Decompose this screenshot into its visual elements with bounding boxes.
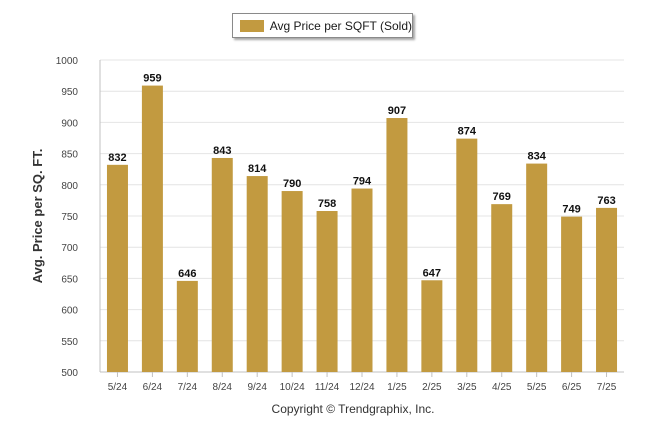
data-label: 749 <box>562 204 580 216</box>
bar <box>526 163 548 372</box>
bar <box>176 280 198 372</box>
copyright-text: Copyright © Trendgraphix, Inc. <box>271 402 435 416</box>
bar <box>491 204 513 372</box>
x-tick-label: 12/24 <box>349 382 374 393</box>
y-tick-label: 800 <box>61 181 78 192</box>
bar <box>386 118 408 372</box>
bar <box>351 188 373 372</box>
x-tick-label: 7/24 <box>178 382 198 393</box>
y-tick-label: 550 <box>61 337 78 348</box>
bar <box>421 280 443 372</box>
y-tick-label: 850 <box>61 150 78 161</box>
data-label: 814 <box>248 163 267 175</box>
bar <box>316 211 338 372</box>
data-label: 959 <box>143 73 161 85</box>
data-label: 832 <box>108 152 126 164</box>
chart-legend: Avg Price per SQFT (Sold) <box>232 13 413 38</box>
data-label: 843 <box>213 145 231 157</box>
legend-swatch <box>240 19 264 32</box>
bar <box>141 85 163 373</box>
bar <box>561 216 583 372</box>
x-tick-label: 9/24 <box>247 382 267 393</box>
y-tick-label: 750 <box>61 212 78 223</box>
data-label: 763 <box>597 195 615 207</box>
data-label: 647 <box>423 267 441 279</box>
bar <box>246 176 268 372</box>
data-label: 790 <box>283 178 301 190</box>
x-tick-label: 2/25 <box>422 382 442 393</box>
legend-label: Avg Price per SQFT (Sold) <box>269 18 412 33</box>
data-label: 834 <box>527 151 546 163</box>
y-tick-label: 950 <box>61 87 78 98</box>
x-tick-label: 1/25 <box>387 382 407 393</box>
x-tick-label: 5/24 <box>108 382 128 393</box>
x-tick-label: 6/25 <box>562 382 582 393</box>
x-tick-label: 3/25 <box>457 382 477 393</box>
data-label: 758 <box>318 198 336 210</box>
y-tick-label: 900 <box>61 118 78 129</box>
bar <box>456 138 478 372</box>
y-tick-label: 650 <box>61 274 78 285</box>
y-axis-title: Avg. Price per SQ. FT. <box>30 149 45 284</box>
x-tick-label: 8/24 <box>213 382 233 393</box>
x-tick-label: 5/25 <box>527 382 547 393</box>
data-label: 794 <box>353 176 372 188</box>
data-label: 646 <box>178 268 196 280</box>
bar <box>281 191 303 372</box>
x-tick-label: 7/25 <box>597 382 617 393</box>
bar <box>596 207 618 372</box>
x-tick-label: 4/25 <box>492 382 512 393</box>
x-tick-label: 6/24 <box>143 382 163 393</box>
y-tick-label: 600 <box>61 306 78 317</box>
bar <box>211 157 233 372</box>
y-tick-label: 1000 <box>56 56 79 67</box>
data-label: 769 <box>493 191 511 203</box>
data-label: 907 <box>388 105 406 117</box>
y-tick-label: 700 <box>61 243 78 254</box>
y-tick-label: 500 <box>61 368 78 379</box>
bar <box>106 164 128 372</box>
x-tick-label: 11/24 <box>315 382 340 393</box>
x-tick-label: 10/24 <box>280 382 305 393</box>
data-label: 874 <box>458 126 477 138</box>
